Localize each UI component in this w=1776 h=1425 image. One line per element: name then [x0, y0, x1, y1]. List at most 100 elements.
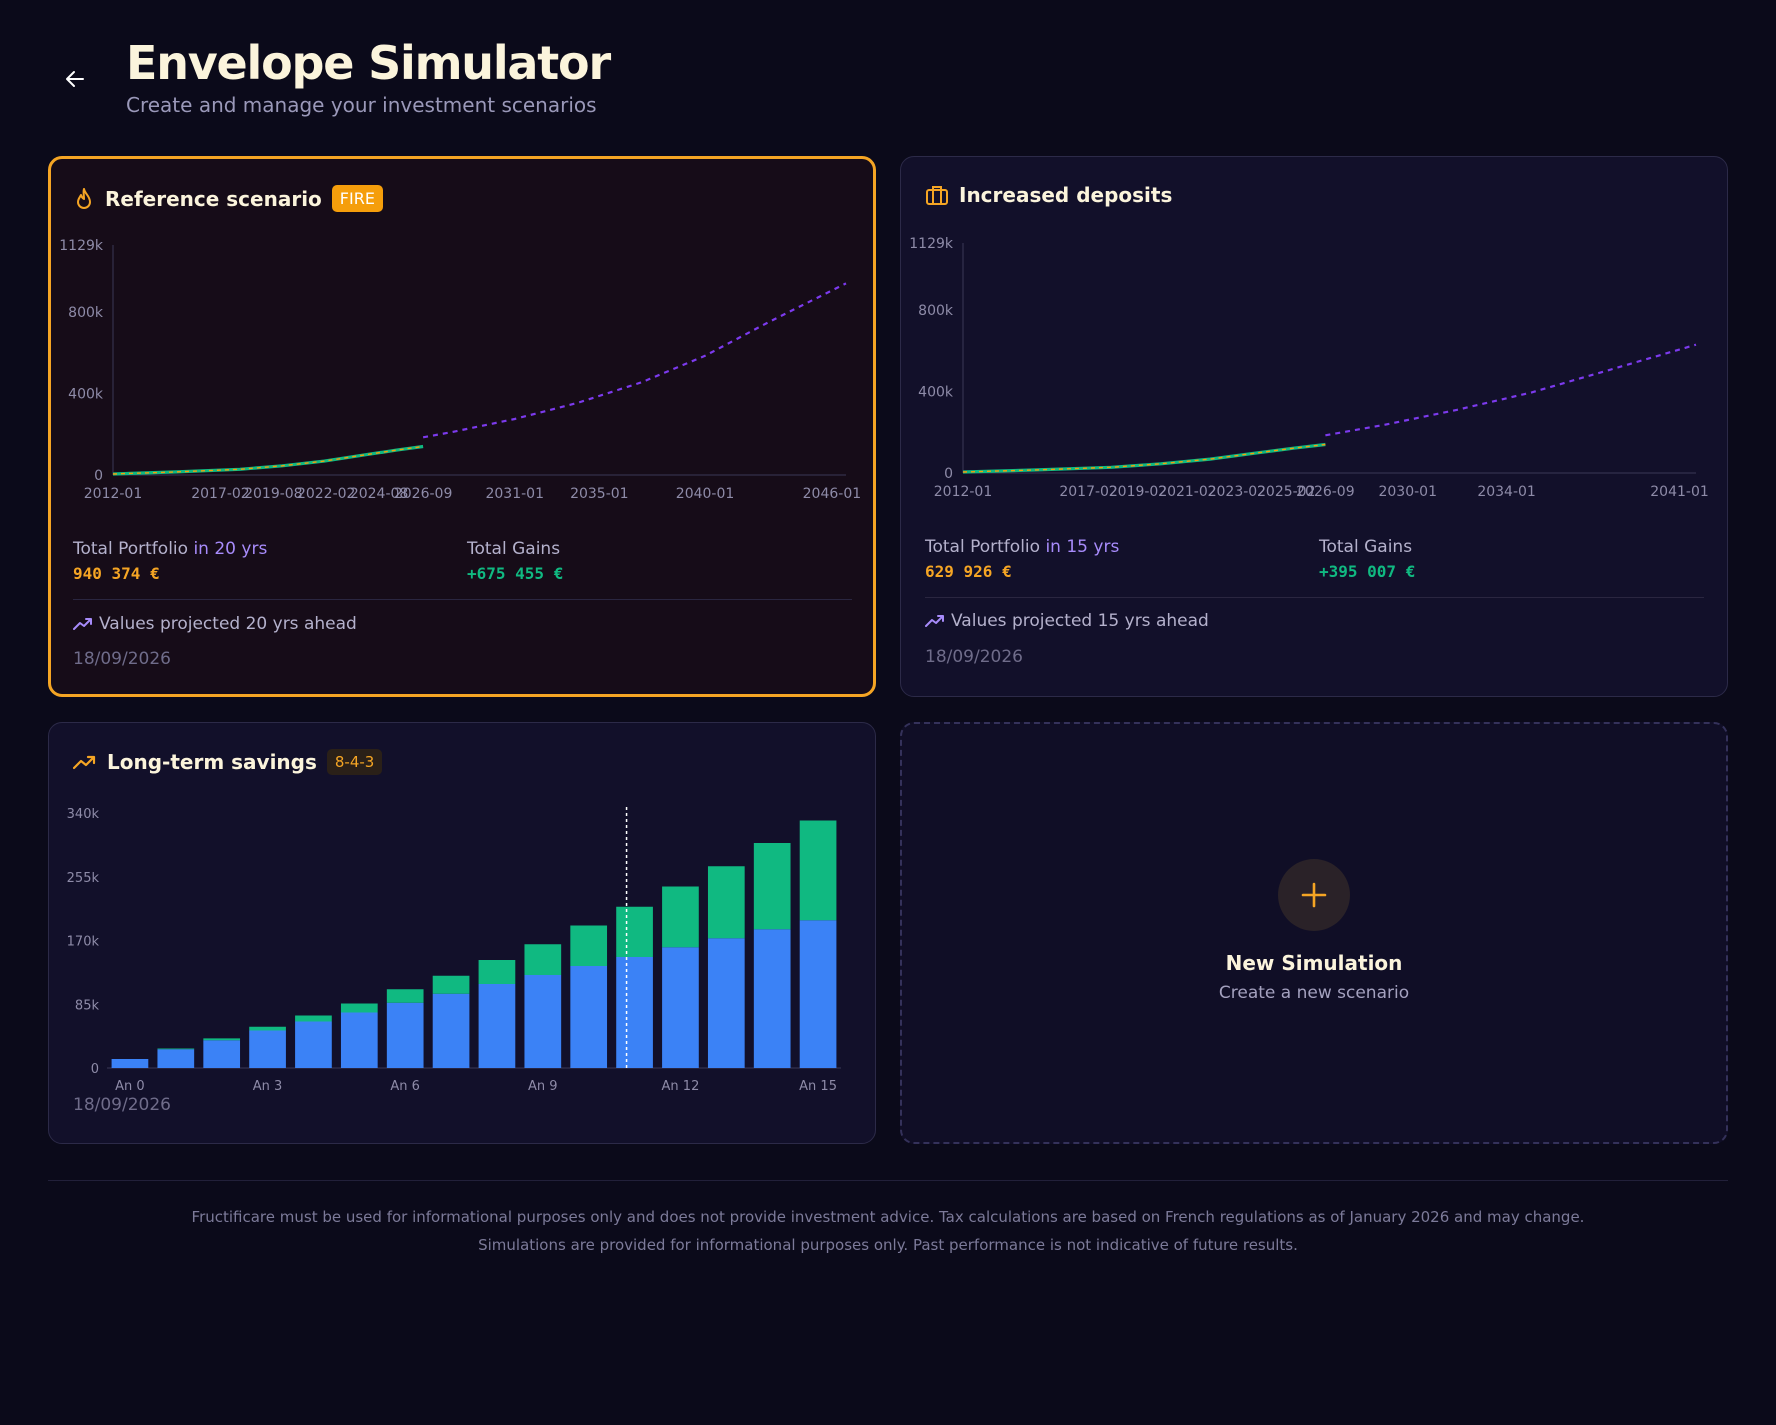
deposit-bar [432, 993, 470, 1068]
x-tick-label: 2025-02 [1257, 484, 1316, 500]
deposit-bar [203, 1040, 241, 1068]
briefcase-icon [926, 186, 948, 205]
trending-up-icon [73, 755, 96, 770]
total-portfolio-value: 940 374 € [73, 564, 160, 583]
new-simulation-button[interactable] [1278, 859, 1350, 931]
deposit-bar [753, 929, 791, 1068]
total-gains-label: Total Gains [467, 539, 561, 559]
y-tick-label: 0 [94, 468, 103, 484]
portfolio-horizon: in 20 yrs [193, 539, 268, 559]
trending-up-icon [73, 618, 92, 630]
deposit-bar [111, 1059, 149, 1068]
history-line [962, 442, 1326, 474]
new-simulation-title: New Simulation [1225, 951, 1403, 975]
gains-bar [203, 1038, 241, 1041]
projection-note: Values projected 20 yrs ahead [73, 614, 357, 634]
deposit-bar [707, 938, 745, 1068]
x-tick-label: 2030-01 [1378, 484, 1437, 500]
x-tick-label: 2023-02 [1208, 484, 1267, 500]
portfolio-horizon: in 15 yrs [1045, 537, 1120, 557]
total-gains-value: +395 007 € [1319, 562, 1416, 581]
gains-bar [616, 906, 653, 957]
scenario-card-long-term-savings[interactable]: Long-term savings 8-4-3 0 85k 170k 255k 340k… [48, 722, 876, 1144]
deposit-bar [570, 966, 608, 1068]
gains-bar [524, 944, 562, 975]
y-tick-label: 0 [91, 1062, 99, 1077]
y-tick-label: 1129k [59, 238, 104, 254]
y-tick-label: 85k [75, 998, 100, 1013]
x-tick-label: 2019-02 [1109, 484, 1168, 500]
gains-bar [432, 975, 470, 994]
gains-bar [340, 1003, 378, 1013]
projection-line [1325, 343, 1697, 437]
projection-note-text: Values projected 15 yrs ahead [951, 611, 1209, 631]
y-tick-label: 400k [918, 385, 954, 401]
page-title: Envelope Simulator [126, 36, 611, 90]
stats-row: Total Portfolio in 20 yrs 940 374 € Tota… [73, 539, 861, 583]
card-title: Increased deposits [959, 183, 1173, 207]
card-header: Long-term savings 8-4-3 [73, 749, 383, 775]
x-tick-label: 2035-01 [570, 486, 629, 502]
x-tick-label: 2026-09 [394, 486, 453, 502]
card-date: 18/09/2026 [925, 647, 1023, 667]
gains-bar [295, 1015, 332, 1022]
x-tick-label: An 15 [799, 1079, 837, 1093]
card-header: Increased deposits [925, 183, 1172, 207]
divider [925, 597, 1704, 598]
x-tick-label: 2026-09 [1296, 484, 1355, 500]
x-tick-label: 2012-01 [934, 484, 993, 500]
deposit-bar [478, 984, 516, 1068]
deposit-bar [616, 957, 653, 1068]
card-header: Reference scenario FIRE [73, 185, 383, 212]
y-tick-label: 340k [67, 807, 100, 822]
y-tick-label: 1129k [909, 236, 954, 252]
x-tick-label: 2041-01 [1650, 484, 1709, 500]
scenario-card-reference[interactable]: Reference scenario FIRE 0 400k 800k 1129k 20… [48, 156, 876, 697]
disclaimer-line-2: Simulations are provided for information… [478, 1236, 1298, 1254]
deposit-bar [799, 920, 837, 1068]
gains-bar [386, 989, 424, 1003]
stats-row: Total Portfolio in 15 yrs 629 926 € Tota… [925, 537, 1713, 581]
x-tick-label: 2031-01 [485, 486, 544, 502]
deposit-bar [386, 1002, 424, 1068]
history-line-overlay [962, 443, 1326, 473]
y-tick-label: 255k [67, 871, 100, 886]
gains-bar [249, 1026, 286, 1031]
y-tick-label: 400k [68, 387, 104, 403]
footer-divider [48, 1180, 1728, 1181]
plus-icon [1301, 882, 1327, 908]
deposit-bar [524, 975, 562, 1068]
gains-bar [753, 843, 791, 930]
x-tick-label: An 6 [390, 1079, 420, 1093]
projection-note-text: Values projected 20 yrs ahead [99, 614, 357, 634]
card-date: 18/09/2026 [73, 1095, 171, 1115]
scenario-card-increased-deposits[interactable]: Increased deposits 0 400k 800k 1129k 2012-01… [900, 156, 1728, 697]
deposit-bar [157, 1049, 195, 1068]
total-gains-label: Total Gains [1319, 537, 1413, 557]
back-button[interactable] [62, 68, 88, 90]
x-tick-label: 2021-02 [1158, 484, 1217, 500]
total-gains-value: +675 455 € [467, 564, 564, 583]
x-tick-label: 2034-01 [1477, 484, 1536, 500]
gains-bar [707, 866, 745, 939]
x-tick-label: An 3 [253, 1079, 283, 1093]
x-tick-label: An 0 [115, 1079, 145, 1093]
x-tick-label: 2046-01 [803, 486, 862, 502]
gains-bar [157, 1048, 195, 1050]
history-line-overlay [112, 445, 424, 475]
x-tick-label: 2024-08 [350, 486, 409, 502]
x-tick-label: 2012-01 [84, 486, 143, 502]
portfolio-line-chart: 0 400k 800k 1129k 2012-01 2017-022019-082022-… [59, 238, 862, 502]
x-tick-label: An 9 [528, 1079, 558, 1093]
deposit-bar [295, 1021, 332, 1068]
new-simulation-card[interactable]: New Simulation Create a new scenario [900, 722, 1728, 1144]
deposit-bar [340, 1012, 378, 1068]
arrow-left-icon [66, 71, 84, 87]
history-line [112, 444, 424, 476]
deposit-bar [249, 1030, 286, 1068]
allocation-badge: 8-4-3 [326, 749, 383, 775]
flame-icon [77, 187, 91, 209]
trending-up-icon [925, 615, 944, 627]
x-tick-label: 2019-08 [244, 486, 303, 502]
divider [73, 599, 852, 600]
